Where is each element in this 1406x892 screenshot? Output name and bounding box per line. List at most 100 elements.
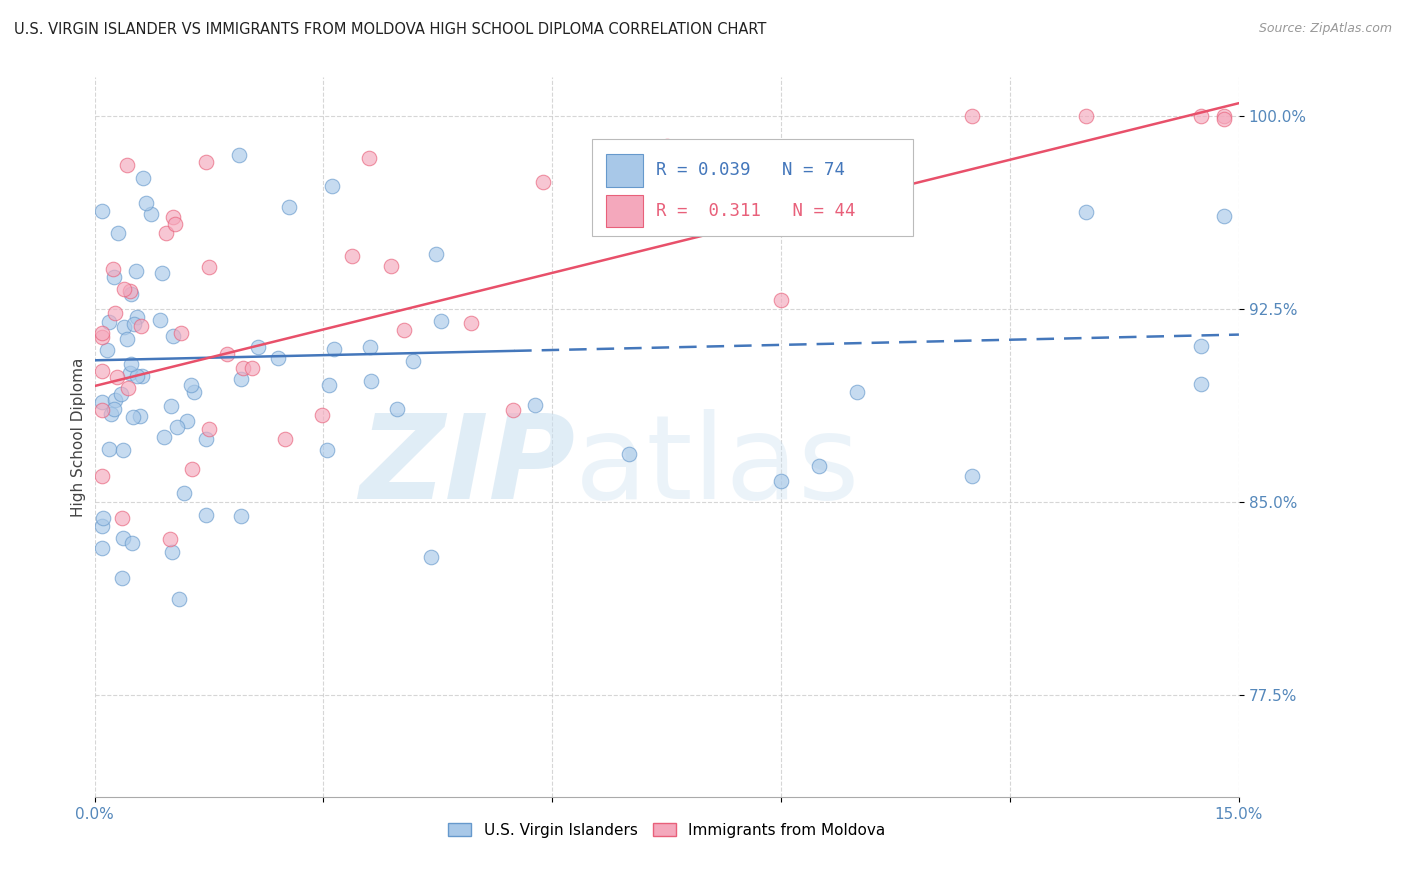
Point — [229, 371, 252, 385]
Text: R = 0.039   N = 74: R = 0.039 N = 74 — [657, 161, 845, 179]
Point — [246, 340, 269, 354]
Point — [322, 342, 344, 356]
Point — [808, 459, 831, 474]
Point — [110, 387, 132, 401]
Point — [195, 508, 218, 522]
Point — [1189, 109, 1212, 123]
Point — [103, 401, 125, 416]
Point — [277, 200, 299, 214]
Point — [1076, 109, 1098, 123]
Point — [197, 260, 219, 275]
Point — [194, 155, 217, 169]
Y-axis label: High School Diploma: High School Diploma — [72, 358, 86, 517]
Point — [128, 409, 150, 423]
Point — [166, 419, 188, 434]
Point — [655, 138, 678, 153]
Point — [392, 323, 415, 337]
Point — [112, 282, 135, 296]
Point — [120, 287, 142, 301]
Point — [228, 147, 250, 161]
Point — [770, 474, 793, 488]
Point — [135, 196, 157, 211]
Point — [1212, 109, 1234, 123]
Point — [357, 151, 380, 165]
Point — [120, 284, 142, 298]
Point — [173, 485, 195, 500]
Point — [1189, 339, 1212, 353]
Point — [617, 447, 640, 461]
Point — [121, 536, 143, 550]
Point — [420, 549, 443, 564]
Point — [111, 571, 134, 585]
Point — [91, 204, 114, 219]
Point — [232, 361, 254, 376]
Point — [139, 207, 162, 221]
Point — [340, 249, 363, 263]
Point — [98, 315, 121, 329]
Point — [153, 429, 176, 443]
Point — [104, 393, 127, 408]
Point — [380, 260, 402, 274]
FancyBboxPatch shape — [592, 138, 912, 235]
Point — [115, 158, 138, 172]
Point — [155, 226, 177, 240]
Point — [194, 433, 217, 447]
Point — [100, 407, 122, 421]
Point — [115, 332, 138, 346]
Point — [430, 314, 453, 328]
Point — [91, 541, 114, 555]
Point — [460, 316, 482, 330]
Point — [1212, 209, 1234, 223]
Point — [150, 266, 173, 280]
Point — [107, 227, 129, 241]
Point — [129, 319, 152, 334]
Point — [120, 357, 142, 371]
Point — [91, 364, 114, 378]
Bar — [606, 154, 643, 187]
Point — [112, 319, 135, 334]
Point — [311, 409, 333, 423]
Point — [176, 414, 198, 428]
Point — [91, 469, 114, 483]
Point — [318, 378, 340, 392]
Point — [1212, 112, 1234, 126]
Point — [163, 218, 186, 232]
Point — [118, 366, 141, 380]
Point — [598, 148, 620, 162]
Point — [170, 326, 193, 341]
Point — [242, 361, 264, 376]
Point — [169, 591, 191, 606]
Point — [103, 261, 125, 276]
Point — [117, 381, 139, 395]
Text: Source: ZipAtlas.com: Source: ZipAtlas.com — [1258, 22, 1392, 36]
Point — [104, 306, 127, 320]
Point — [162, 210, 184, 224]
Point — [125, 310, 148, 325]
Point — [91, 326, 114, 340]
Point — [198, 422, 221, 436]
Legend: U.S. Virgin Islanders, Immigrants from Moldova: U.S. Virgin Islanders, Immigrants from M… — [443, 816, 891, 844]
Point — [91, 518, 114, 533]
Point — [91, 330, 114, 344]
Point — [402, 354, 425, 368]
Bar — [606, 194, 643, 227]
Point — [125, 369, 148, 384]
Point — [960, 469, 983, 483]
Point — [1189, 377, 1212, 392]
Point — [91, 403, 114, 417]
Point — [97, 442, 120, 456]
Point — [217, 346, 239, 360]
Point — [360, 374, 382, 388]
Point — [181, 462, 204, 476]
Point — [316, 442, 339, 457]
Text: atlas: atlas — [575, 409, 860, 524]
Point — [91, 395, 114, 409]
Point — [770, 293, 793, 307]
Point — [96, 343, 118, 358]
Point — [359, 340, 381, 354]
Point — [162, 328, 184, 343]
Point — [274, 433, 297, 447]
Point — [149, 313, 172, 327]
Point — [160, 544, 183, 558]
Point — [105, 369, 128, 384]
